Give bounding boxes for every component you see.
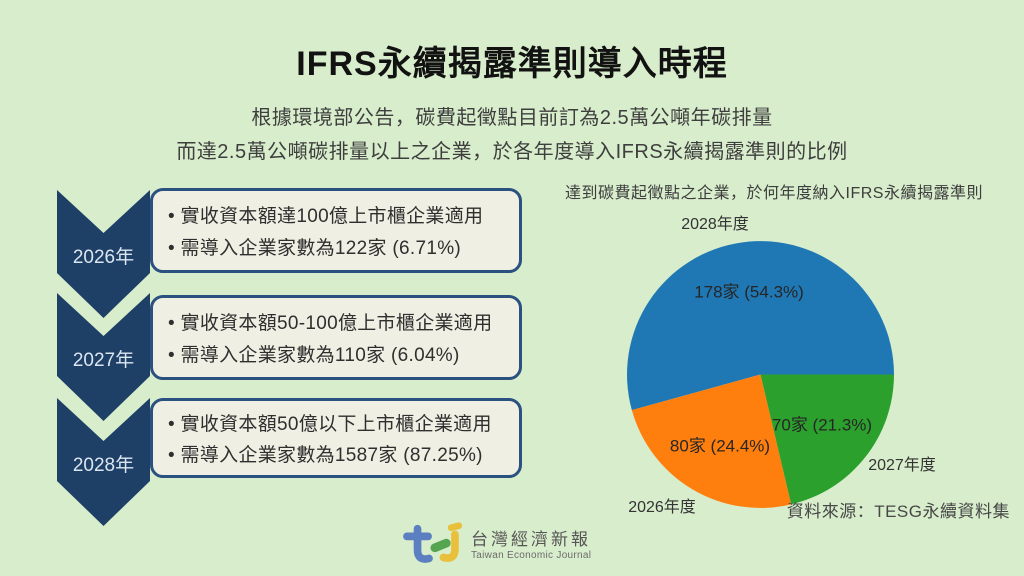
subtitle-line-2: 而達2.5萬公噸碳排量以上之企業，於各年度導入IFRS永續揭露準則的比例 (176, 141, 848, 163)
year-label-2027: 2027年 (72, 349, 135, 371)
logo-text-zh: 台灣經濟新報 (471, 529, 591, 549)
pie-slice-2026 (631, 374, 792, 508)
detail-box-2027: 實收資本額50-100億上市櫃企業適用 需導入企業家數為110家 (6.04%) (150, 295, 522, 380)
logo-text-en: Taiwan Economic Journal (471, 550, 592, 562)
down-chevron-icon-2028 (57, 398, 150, 526)
bullet-item: 實收資本額50億以下上市櫃企業適用 (168, 409, 509, 436)
down-chevron-icon-2027 (57, 293, 150, 421)
pie-slice-2027 (760, 374, 894, 505)
slice-value-label-2028: 178家 (54.3%) (694, 282, 804, 302)
logo-text: 台灣經濟新報 Taiwan Economic Journal (471, 529, 591, 561)
down-chevron-icon-2026 (57, 190, 150, 318)
pie-chart (627, 241, 894, 508)
tej-logo-icon (403, 522, 462, 563)
bullet-item: 需導入企業家數為110家 (6.04%) (168, 340, 509, 367)
pie-chart-title: 達到碳費起徵點之企業，於何年度納入IFRS永續揭露準則 (565, 185, 983, 202)
category-label-2028: 2028年度 (681, 216, 749, 233)
detail-box-2026: 實收資本額達100億上市櫃企業適用 需導入企業家數為122家 (6.71%) (150, 188, 522, 273)
pie-slice-2028 (627, 241, 894, 411)
slice-value-label-2026: 80家 (24.4%) (669, 436, 771, 456)
year-label-2026: 2026年 (72, 246, 135, 268)
tej-logo: 台灣經濟新報 Taiwan Economic Journal (398, 521, 591, 569)
bullet-item: 需導入企業家數為1587家 (87.25%) (168, 440, 509, 467)
subtitle-line-1: 根據環境部公告，碳費起徵點目前訂為2.5萬公噸年碳排量 (251, 107, 773, 129)
category-label-2027: 2027年度 (868, 457, 936, 474)
detail-box-2028: 實收資本額50億以下上市櫃企業適用 需導入企業家數為1587家 (87.25%) (150, 398, 522, 478)
page-title: IFRS永續揭露準則導入時程 (296, 45, 728, 83)
data-source-note: 資料來源：TESG永續資料集 (786, 502, 1010, 521)
year-label-2028: 2028年 (72, 454, 135, 476)
slice-value-label-2027: 70家 (21.3%) (771, 415, 873, 435)
category-label-2026: 2026年度 (628, 499, 696, 516)
bullet-item: 需導入企業家數為122家 (6.71%) (168, 233, 509, 260)
bullet-item: 實收資本額達100億上市櫃企業適用 (168, 201, 509, 228)
bullet-item: 實收資本額50-100億上市櫃企業適用 (168, 308, 509, 335)
